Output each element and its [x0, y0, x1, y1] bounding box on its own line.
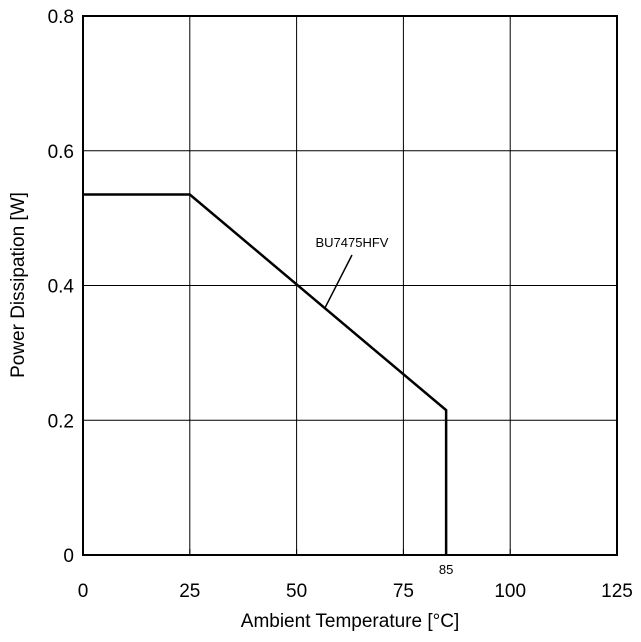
y-tick-label-1: 0.2 [48, 411, 74, 432]
series-lines [83, 193, 448, 555]
y-tick-label-4: 0.8 [48, 7, 74, 28]
annotations: BU7475HFV 85 [316, 235, 454, 577]
x-tick-label-3: 75 [393, 581, 414, 602]
y-tick-label-3: 0.6 [48, 142, 74, 163]
series-line-0 [83, 193, 448, 555]
annotation-leader-line [323, 254, 353, 310]
x-tick-label-1: 25 [179, 581, 200, 602]
x-tick-label-2: 50 [286, 581, 307, 602]
y-axis-title: Power Dissipation [W] [8, 192, 29, 378]
x-tick-label-5: 125 [601, 581, 633, 602]
grid-lines [83, 16, 617, 555]
x-marker-label-85: 85 [439, 562, 453, 577]
plot-frame [82, 15, 618, 556]
y-tick-label-0: 0 [63, 546, 74, 567]
x-tick-label-4: 100 [494, 581, 526, 602]
x-axis-title: Ambient Temperature [°C] [241, 611, 459, 632]
x-tick-label-0: 0 [78, 581, 89, 602]
series-annotation-label: BU7475HFV [316, 235, 389, 250]
y-tick-label-2: 0.4 [48, 277, 75, 298]
plot-border [82, 15, 618, 556]
tick-labels: 0 25 50 75 100 125 0 0.2 0.4 0.6 0.8 [48, 7, 633, 602]
